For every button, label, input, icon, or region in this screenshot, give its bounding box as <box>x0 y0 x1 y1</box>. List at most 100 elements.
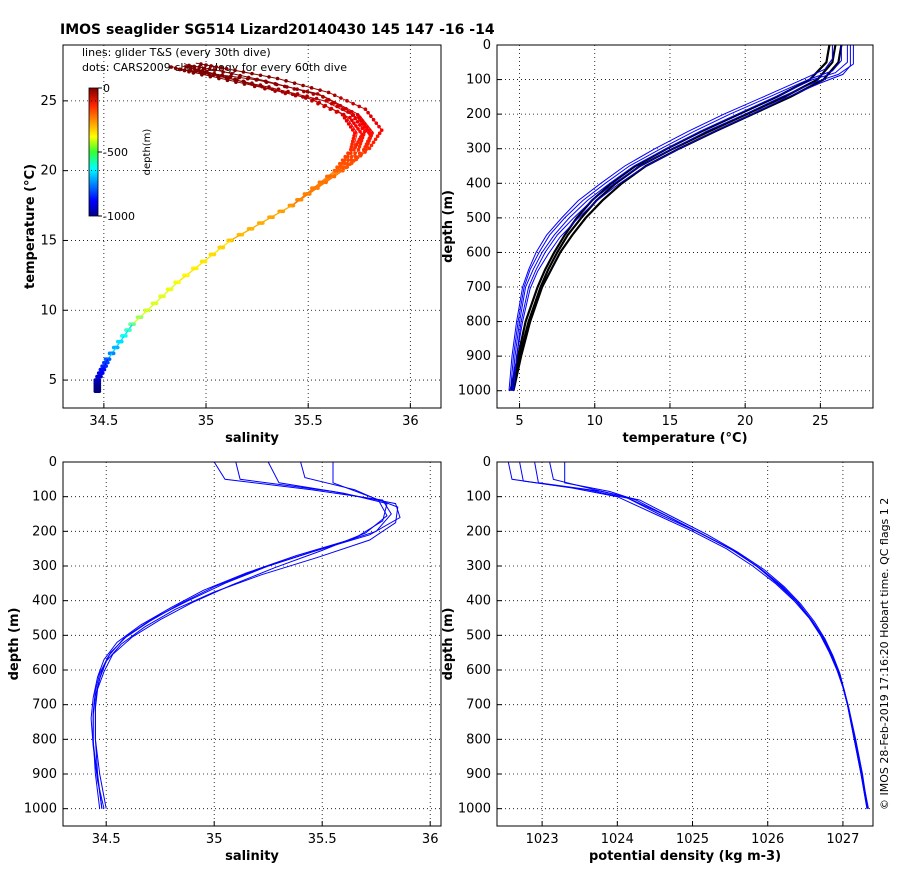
temp_depth-x-tick-label: 5 <box>515 414 523 429</box>
sal_depth-y-tick-label: 1000 <box>24 802 57 817</box>
temp_depth-y-tick-label: 100 <box>466 73 491 88</box>
ts-climatology-dot <box>373 137 378 142</box>
ts-climatology-dot <box>193 69 198 73</box>
ts-climatology-dot <box>286 89 290 94</box>
ts-climatology-dot <box>274 82 279 87</box>
ts-climatology-dot <box>329 101 334 106</box>
ts-climatology-dot <box>224 66 229 71</box>
ts-climatology-dot <box>352 121 356 125</box>
ts-climatology-dot <box>291 203 296 208</box>
ts-climatology-dot <box>120 339 124 344</box>
density_depth-series-line <box>564 462 869 809</box>
ts-climatology-dot <box>350 139 355 144</box>
ts-climatology-dot <box>188 66 193 70</box>
sal_depth-series-line <box>92 462 399 809</box>
density_depth-x-tick-label: 1027 <box>826 832 859 847</box>
ts-y-tick-label: 15 <box>40 233 57 248</box>
colorbar-tick-0: 0 <box>103 82 110 95</box>
ts-climatology-dot <box>208 74 213 79</box>
temp_depth-series-line <box>508 45 833 391</box>
ts-climatology-dot <box>207 72 211 76</box>
ts-climatology-dot <box>237 75 242 80</box>
density_depth-y-tick-label: 300 <box>466 559 491 574</box>
sal_depth-y-tick-label: 600 <box>32 663 57 678</box>
ts-climatology-dot <box>104 364 108 368</box>
ts-climatology-dot <box>100 371 105 375</box>
temp_depth-panel: 5 10 15 20 25 0 100 200 300 400 500 600 700 800 900 100… <box>441 38 874 446</box>
ts-climatology-dot <box>351 159 356 163</box>
temp_depth-series-line <box>510 45 842 391</box>
ts-climatology-dot <box>369 133 373 138</box>
sal_depth-y-tick-label: 500 <box>32 628 57 643</box>
ts-climatology-dot <box>321 95 325 99</box>
ts-climatology-dot <box>198 70 202 74</box>
ts-climatology-dot <box>241 70 246 74</box>
ts-climatology-dot <box>284 79 288 83</box>
ts-climatology-dot <box>333 168 338 173</box>
ts-x-tick-label: 34.5 <box>89 414 118 429</box>
ts-climatology-dot <box>369 114 373 119</box>
ts-climatology-dot <box>348 147 353 152</box>
ts-climatology-dot <box>340 168 345 173</box>
temp_depth-y-tick-label: 500 <box>466 211 491 226</box>
ts-climatology-dot <box>267 75 271 79</box>
ts-climatology-dot <box>267 85 271 89</box>
temp_depth-x-tick-label: 15 <box>662 414 679 429</box>
density_depth-y-tick-label: 500 <box>466 628 491 643</box>
temp_depth-grid <box>497 44 873 408</box>
ts-climatology-dot <box>106 360 110 365</box>
ts-climatology-dot <box>309 86 314 90</box>
ts-climatology-dot <box>254 78 259 82</box>
ts-y-tick-label: 10 <box>40 303 57 318</box>
ts-climatology-dot <box>124 334 128 338</box>
ts-climatology-dot <box>323 103 328 108</box>
sal_depth-panel: 34.5 35 35.5 36 0 100 200 300 400 500 600 700 800 900… <box>7 455 442 864</box>
ts-climatology-dot <box>139 315 144 320</box>
density_depth-x-tick-label: 1024 <box>601 832 634 847</box>
ts-climatology-dot <box>344 119 349 123</box>
ts-climatology-dot <box>351 136 356 141</box>
ts-climatology-dot <box>346 158 351 162</box>
ts-climatology-dot <box>169 65 174 69</box>
footer-note: © IMOS 28-Feb-2019 17:16:20 Hobart time.… <box>878 498 891 810</box>
sal_depth-y-tick-label: 300 <box>32 559 57 574</box>
ts-climatology-dot <box>377 124 381 129</box>
ts-climatology-dot <box>371 117 376 122</box>
temp_depth-axes-frame <box>496 44 874 409</box>
ts-climatology-dot <box>162 294 166 299</box>
sal_depth-y-tick-label: 400 <box>32 594 57 609</box>
ts-climatology-dot <box>348 162 352 166</box>
ts-climatology-dot <box>261 221 265 225</box>
ts-climatology-dot <box>351 101 355 106</box>
ts-climatology-dot <box>346 154 350 159</box>
ts-climatology-dot <box>295 92 300 96</box>
ts-climatology-dot <box>233 77 237 82</box>
ts-climatology-dot <box>221 245 226 250</box>
ts-climatology-dot <box>182 68 187 72</box>
temp_depth-x-axis-label: temperature (°C) <box>622 431 747 446</box>
ts-climatology-dot <box>258 83 263 87</box>
ts-climatology-dot <box>216 73 220 78</box>
ts-climatology-dot <box>335 109 340 114</box>
density_depth-y-tick-label: 400 <box>466 594 491 609</box>
temp_depth-y-tick-label: 0 <box>483 38 491 53</box>
ts-climatology-dot <box>225 78 230 83</box>
ts-climatology-dot <box>367 130 371 135</box>
ts-climatology-dot <box>177 67 182 72</box>
ts-climatology-dot <box>344 165 349 170</box>
ts-climatology-dot <box>369 143 374 148</box>
ts-series-segment <box>195 72 247 85</box>
ts-climatology-dot <box>276 87 281 92</box>
ts-climatology-dot <box>203 259 208 264</box>
temp_depth-x-tick-label: 25 <box>812 414 829 429</box>
ts-climatology-dot <box>147 308 151 313</box>
ts-climatology-dot <box>346 110 350 114</box>
ts-climatology-dot <box>349 151 353 156</box>
density_depth-grid <box>497 461 873 826</box>
ts-climatology-dot <box>355 113 360 117</box>
ts-climatology-dot <box>324 99 328 103</box>
density_depth-y-tick-label: 0 <box>483 455 491 470</box>
ts-climatology-dot <box>219 66 224 70</box>
ts-climatology-dot <box>343 161 347 166</box>
sal_depth-x-axis-label: salinity <box>225 849 279 864</box>
